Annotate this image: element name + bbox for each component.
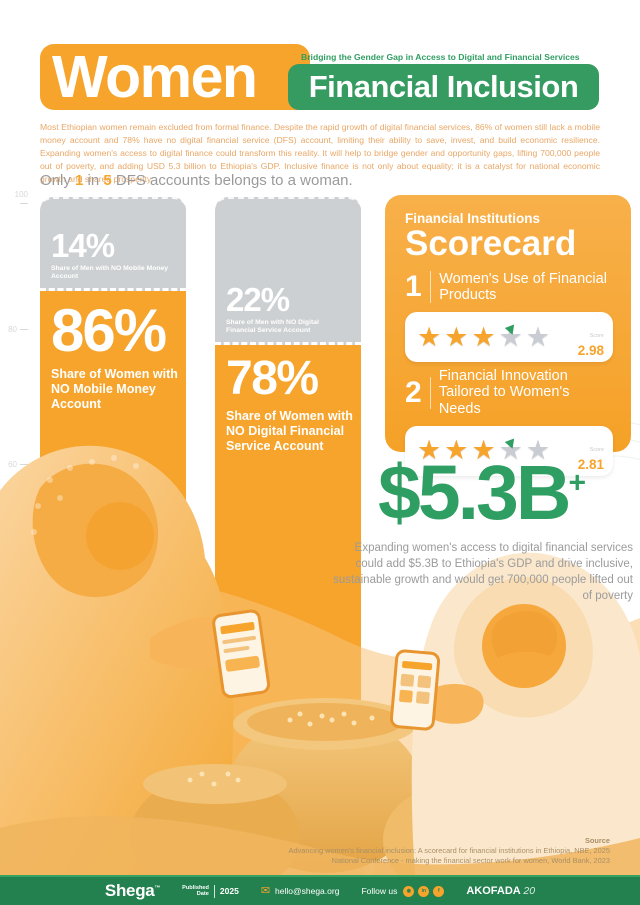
rank-number: 1 [405, 269, 422, 303]
duotone-photo-women-with-phones [0, 445, 640, 875]
date-word: Date [196, 891, 209, 897]
contact-email[interactable]: ✉ hello@shega.org [260, 884, 340, 897]
brand-name: Shega [104, 881, 155, 900]
intro-paragraph: Most Ethiopian women remain excluded fro… [40, 122, 600, 184]
scorecard-item-1: 1 Women's Use of Financial Products [405, 271, 613, 303]
bar-segment-men-mobile-money: 14% Share of Men with NO Mobile Money Ac… [40, 197, 186, 291]
bar-segment-men-dfs: 22% Share of Men with NO Digital Financi… [215, 197, 361, 345]
segment-desc: Share of Women with NO Mobile Money Acco… [51, 366, 178, 411]
y-axis-tick-100: 100 [6, 190, 28, 208]
segment-value: 86% [51, 296, 167, 364]
segment-desc: Share of Men with NO Mobile Money Accoun… [51, 264, 169, 281]
score-label: Score [589, 446, 604, 453]
footer-bar: Shega™ Published Date 2025 ✉ hello@shega… [0, 875, 640, 905]
star-icon: ★ [417, 435, 442, 466]
scorecard-title: Scorecard [405, 224, 577, 263]
akofada-badge: AKOFADA 20 [466, 885, 535, 897]
financial-institutions-scorecard: Financial Institutions Scorecard 1 Women… [385, 195, 631, 476]
star-rating-2: ★ ★ ★ ★ ★ Score 2.81 [405, 425, 613, 476]
page-subtitle: Financial Inclusion [308, 69, 579, 104]
divider [213, 884, 215, 898]
headline-text: DFS accounts belongs to a woman. [111, 172, 353, 189]
star-icon: ★ [498, 321, 523, 352]
segment-value: 78% [226, 351, 319, 405]
program-number: 20 [523, 885, 536, 897]
star-icon: ★ [525, 321, 551, 352]
star-icon: ★ [471, 435, 496, 466]
published-word: Published [182, 884, 209, 891]
linkedin-icon[interactable]: in [418, 885, 430, 897]
impact-amount: $5.3B [378, 450, 571, 536]
tagline: Bridging the Gender Gap in Access to Dig… [301, 52, 580, 62]
shega-logo: Shega™ [104, 881, 161, 901]
email-address[interactable]: hello@shega.org [275, 886, 340, 896]
score-label: Score [589, 333, 604, 340]
score: Score 2.98 [578, 324, 604, 360]
scorecard-item-label: Women's Use of Financial Products [439, 270, 607, 303]
page-title: Women [52, 43, 258, 110]
key-stat-headline: Only 1 in 5 DFS accounts belongs to a wo… [40, 172, 353, 189]
segment-desc: Share of Men with NO Digital Financial S… [226, 318, 319, 335]
rank-number: 2 [405, 375, 422, 409]
source-note: Source Advancing women's financial inclu… [190, 836, 610, 866]
published-label: Published Date [182, 885, 209, 898]
headline-number-5: 5 [103, 172, 112, 189]
headline-number-1: 1 [75, 172, 84, 189]
social-links: Follow us ◉ in f [361, 885, 445, 897]
segment-desc: Share of Women with NO Digital Financial… [226, 408, 353, 453]
segment-value: 14% [51, 226, 115, 264]
facebook-icon[interactable]: f [433, 885, 445, 897]
scorecard-item-label: Financial Innovation Tailored to Women's… [438, 368, 570, 417]
impact-description: Expanding women's access to digital fina… [333, 542, 633, 602]
instagram-icon[interactable]: ◉ [403, 885, 415, 897]
scorecard-item-2: 2 Financial Innovation Tailored to Women… [405, 368, 613, 417]
star-icon: ★ [525, 435, 551, 466]
follow-us-label: Follow us [361, 886, 398, 896]
star-icon: ★ [417, 321, 442, 352]
star-icon: ★ [471, 321, 496, 352]
headline-text: in [83, 172, 104, 189]
trademark: ™ [154, 885, 161, 892]
published-date: Published Date 2025 [182, 884, 239, 898]
divider [429, 376, 431, 409]
divider [429, 270, 432, 303]
y-axis-tick-80: 80 [6, 325, 28, 334]
title-banner: Women [40, 44, 310, 110]
program-name: AKOFADA [466, 885, 521, 897]
star-icon: ★ [444, 321, 469, 352]
star-icon: ★ [498, 435, 523, 466]
segment-value: 22% [226, 280, 290, 318]
source-label: Source [584, 836, 610, 845]
published-year: 2025 [219, 886, 239, 896]
star-rating-1: ★ ★ ★ ★ ★ Score 2.98 [405, 312, 613, 363]
source-line: National Conference - making the financi… [331, 855, 610, 865]
subtitle-banner: Financial Inclusion [288, 64, 599, 110]
star-icon: ★ [444, 435, 469, 466]
mail-icon: ✉ [260, 884, 271, 897]
headline-text: Only [40, 172, 76, 189]
score: Score 2.81 [578, 438, 604, 474]
y-axis-tick-60: 60 [6, 460, 28, 469]
score-value: 2.98 [577, 343, 604, 359]
gdp-impact-figure: $5.3B+ [378, 455, 586, 532]
source-line: Advancing women's financial inclusion: A… [288, 845, 610, 855]
scorecard-kicker: Financial Institutions [405, 211, 541, 226]
plus-sign: + [568, 466, 587, 500]
score-value: 2.81 [577, 456, 604, 472]
